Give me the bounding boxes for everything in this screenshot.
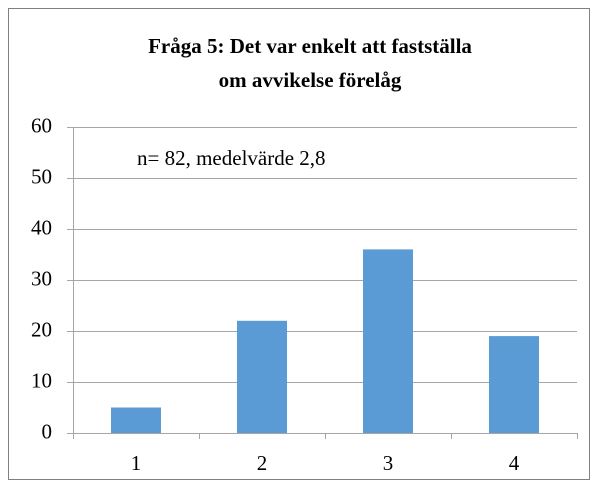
y-tick-label: 20 [31, 317, 52, 341]
x-tick-label: 3 [383, 451, 394, 475]
y-tick-label: 40 [31, 215, 52, 239]
annotation: n= 82, medelvärde 2,8 [137, 146, 326, 170]
y-tick-label: 30 [31, 266, 52, 290]
bar [489, 336, 539, 433]
bar [363, 249, 413, 433]
y-tick-label: 50 [31, 164, 52, 188]
y-tick-label: 0 [42, 419, 53, 443]
x-tick-label: 4 [509, 451, 520, 475]
y-tick-label: 60 [31, 113, 52, 137]
bar [237, 320, 287, 433]
x-tick-label: 1 [131, 451, 142, 475]
bar [111, 407, 161, 433]
chart-title: om avvikelse förelåg [219, 68, 402, 92]
x-tick-label: 2 [257, 451, 268, 475]
chart-title: Fråga 5: Det var enkelt att fastställa [148, 34, 472, 58]
y-tick-label: 10 [31, 368, 52, 392]
